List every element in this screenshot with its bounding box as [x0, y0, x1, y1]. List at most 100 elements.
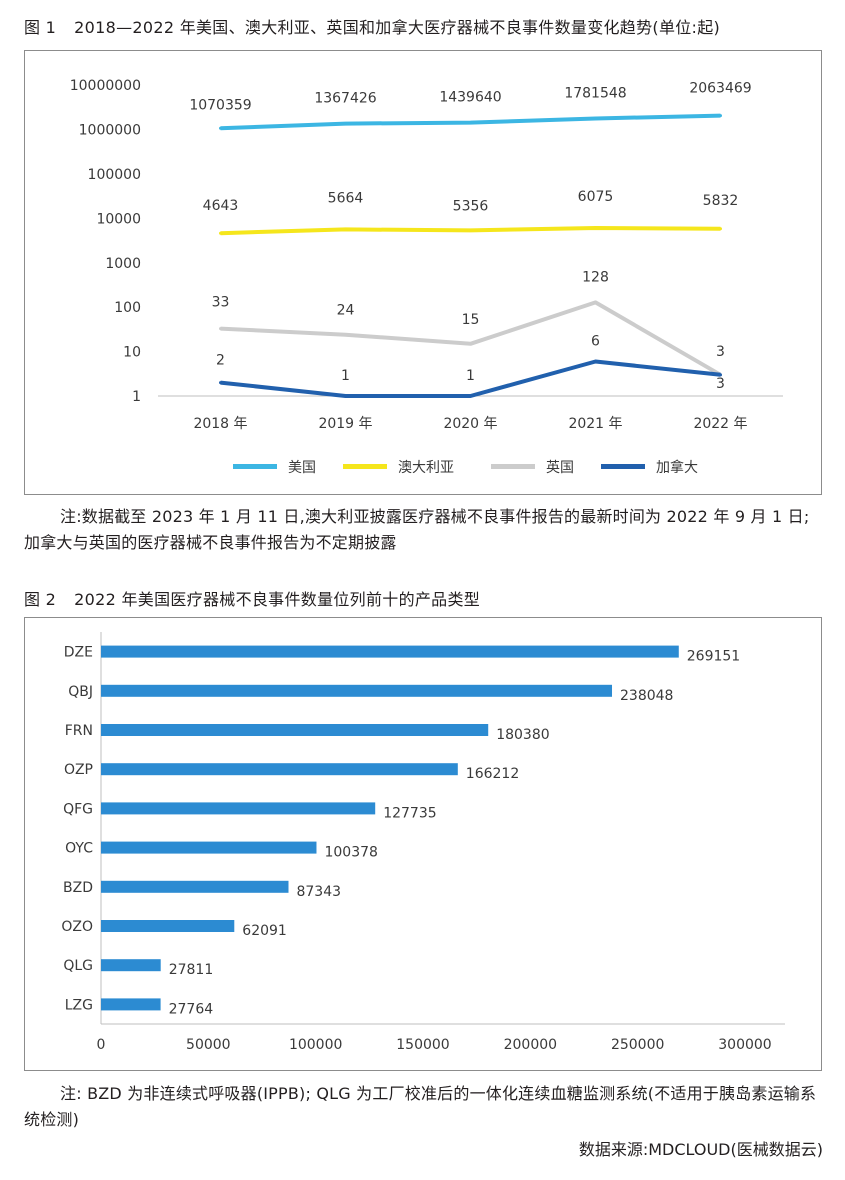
category-label: QFG: [63, 801, 93, 817]
bar-value-label: 166212: [466, 766, 519, 782]
figure1-number: 图 1: [24, 18, 57, 37]
figure2-note: 注: BZD 为非连续式呼吸器(IPPB); QLG 为工厂校准后的一体化连续血…: [24, 1084, 817, 1129]
data-label: 5664: [328, 190, 364, 206]
data-point: [219, 327, 222, 331]
data-point: [594, 226, 597, 230]
bar: [101, 645, 679, 658]
data-label: 5356: [453, 198, 489, 214]
data-label: 1070359: [189, 97, 251, 113]
data-label: 33: [212, 295, 230, 311]
data-point: [719, 114, 722, 118]
data-label: 3: [716, 344, 725, 360]
data-label: 1439640: [439, 90, 501, 106]
data-point: [594, 116, 597, 120]
bar-value-label: 87343: [296, 884, 341, 900]
x-tick-label: 300000: [718, 1037, 771, 1053]
y-tick-label: 1: [132, 389, 141, 405]
data-point: [594, 300, 597, 304]
figure2-number: 图 2: [24, 590, 57, 609]
x-tick-label: 200000: [504, 1037, 557, 1053]
data-label: 1: [466, 368, 475, 384]
bar: [101, 724, 489, 736]
bar-value-label: 100378: [324, 845, 377, 861]
figure1-note: 注:数据截至 2023 年 1 月 11 日,澳大利亚披露医疗器械不良事件报告的…: [24, 507, 810, 552]
data-label: 5832: [703, 193, 739, 209]
data-point: [219, 126, 222, 130]
y-tick-label: 10: [123, 345, 141, 361]
data-label: 24: [337, 303, 355, 319]
figure1-caption: 图 1 2018—2022 年美国、澳大利亚、英国和加拿大医疗器械不良事件数量变化…: [24, 14, 720, 38]
bar: [101, 684, 613, 697]
data-label: 15: [462, 312, 480, 328]
data-point: [344, 394, 347, 398]
data-label: 128: [582, 269, 609, 285]
legend-swatch: [601, 464, 645, 469]
data-point: [594, 359, 597, 363]
data-label: 1367426: [314, 91, 376, 107]
category-label: DZE: [64, 645, 93, 661]
category-label: QBJ: [68, 684, 93, 700]
legend-label: 澳大利亚: [398, 460, 454, 476]
data-point: [219, 381, 222, 385]
data-label: 6075: [578, 189, 614, 205]
category-label: OZP: [64, 762, 93, 778]
data-point: [719, 227, 722, 231]
y-tick-label: 10000: [96, 211, 141, 227]
line-chart-frame: 1 10 100 1000 10000 100000 1000000 10000000 2018…: [24, 50, 822, 495]
data-point: [344, 333, 347, 337]
x-tick-label: 2020 年: [443, 416, 497, 432]
bar-value-label: 180380: [496, 727, 549, 743]
data-point: [219, 231, 222, 235]
category-label: QLG: [63, 958, 93, 974]
data-point: [719, 373, 722, 377]
bar-value-label: 27764: [169, 1001, 214, 1017]
bar: [101, 841, 317, 854]
bar: [101, 998, 161, 1011]
data-label: 1: [341, 368, 350, 384]
bar: [101, 920, 235, 932]
figure2-caption: 图 2 2022 年美国医疗器械不良事件数量位列前十的产品类型: [24, 586, 480, 610]
x-tick-label: 2021 年: [568, 416, 622, 432]
x-tick-label: 50000: [186, 1037, 231, 1053]
figure1-title: 2018—2022 年美国、澳大利亚、英国和加拿大医疗器械不良事件数量变化趋势(…: [74, 18, 721, 37]
bar-value-label: 238048: [620, 688, 673, 704]
data-label: 1781548: [564, 85, 626, 101]
category-label: FRN: [65, 723, 93, 739]
bar-chart-frame: 0 50000 100000 150000 200000 250000 300000 DZE 2…: [24, 617, 822, 1071]
x-tick-label: 100000: [289, 1037, 342, 1053]
category-label: BZD: [63, 880, 93, 896]
legend-label: 美国: [288, 460, 316, 476]
data-point: [344, 227, 347, 231]
x-tick-label: 150000: [396, 1037, 449, 1053]
legend-swatch: [491, 464, 535, 469]
y-tick-label: 10000000: [70, 78, 141, 94]
bar-value-label: 269151: [687, 649, 740, 665]
legend-label: 英国: [546, 459, 574, 476]
category-label: LZG: [65, 997, 93, 1013]
x-tick-label: 0: [97, 1037, 106, 1053]
category-label: OZO: [61, 919, 93, 935]
data-label: 6: [591, 333, 600, 349]
bar-value-label: 62091: [242, 923, 287, 939]
bar-value-label: 127735: [383, 805, 436, 821]
y-tick-label: 1000000: [79, 123, 141, 139]
bar: [101, 880, 289, 893]
y-tick-label: 100: [114, 300, 141, 316]
data-label: 3: [716, 376, 725, 392]
data-point: [469, 342, 472, 346]
y-tick-label: 1000: [105, 256, 141, 272]
y-tick-label: 100000: [88, 167, 141, 183]
category-label: OYC: [65, 841, 93, 857]
bar-chart: 0 50000 100000 150000 200000 250000 300000 DZE 2…: [61, 632, 785, 1053]
data-point: [469, 121, 472, 125]
x-tick-label: 2018 年: [193, 416, 247, 432]
x-tick-label: 2019 年: [318, 416, 372, 432]
figure2-title: 2022 年美国医疗器械不良事件数量位列前十的产品类型: [74, 590, 481, 609]
bar-value-label: 27811: [169, 962, 214, 978]
legend-swatch: [343, 464, 387, 469]
data-label: 2: [216, 353, 225, 369]
line-chart: 1 10 100 1000 10000 100000 1000000 10000000 2018…: [70, 78, 783, 476]
data-label: 4643: [203, 198, 239, 214]
legend-swatch: [233, 464, 277, 469]
data-point: [469, 228, 472, 232]
